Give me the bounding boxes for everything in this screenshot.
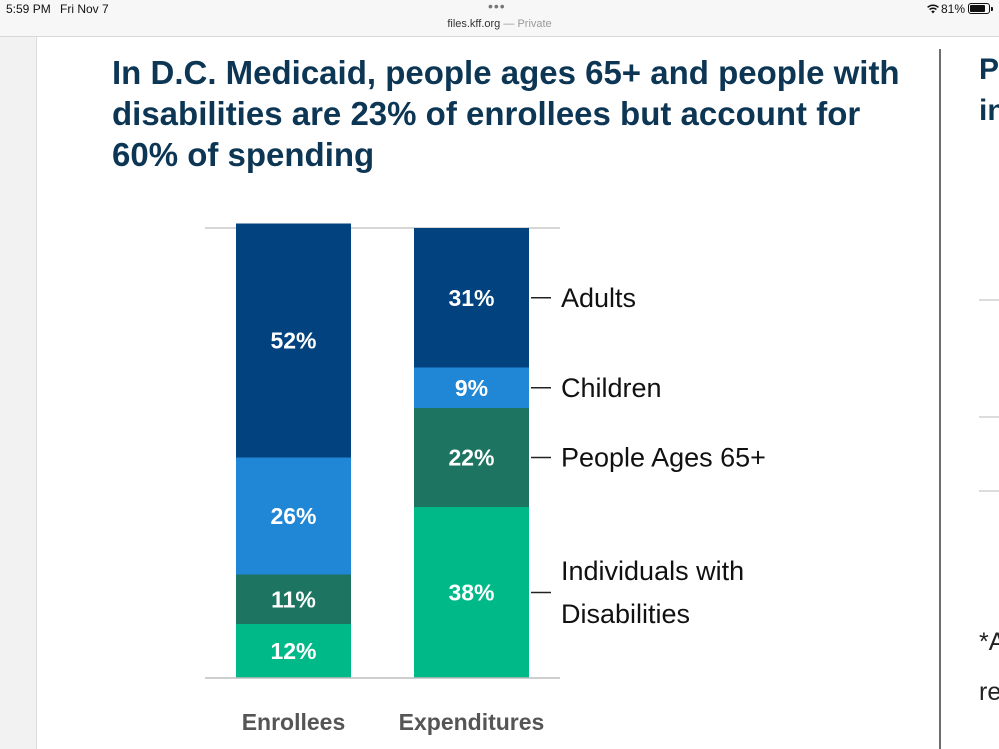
next-slide-rule bbox=[979, 299, 999, 301]
data-label: 11% bbox=[271, 586, 316, 612]
next-slide-peek bbox=[941, 37, 999, 749]
data-label: 12% bbox=[270, 638, 316, 664]
status-date: Fri Nov 7 bbox=[60, 2, 109, 16]
bar-segment-enrollees-adults bbox=[236, 223, 351, 458]
data-label: 9% bbox=[455, 375, 488, 401]
private-label: Private bbox=[517, 18, 552, 30]
ios-status-bar: 5:59 PM Fri Nov 7 ••• files.kff.org — Pr… bbox=[0, 0, 999, 37]
battery-fill bbox=[970, 5, 985, 12]
data-label: 52% bbox=[270, 328, 316, 354]
more-menu-icon[interactable]: ••• bbox=[488, 0, 506, 14]
data-label: 22% bbox=[448, 445, 494, 471]
bar-segment-expenditures-children bbox=[414, 367, 529, 408]
url-text: files.kff.org bbox=[447, 18, 501, 30]
legend-label: Disabilities bbox=[561, 599, 690, 629]
slide-title: In D.C. Medicaid, people ages 65+ and pe… bbox=[112, 54, 900, 173]
page-divider bbox=[939, 49, 941, 749]
address-bar[interactable]: files.kff.org — Private bbox=[0, 18, 999, 30]
status-time: 5:59 PM bbox=[6, 2, 51, 16]
bar-segment-expenditures-people-ages-65 bbox=[414, 408, 529, 507]
next-slide-rule bbox=[979, 490, 999, 492]
next-slide-title-line-1: P bbox=[979, 53, 999, 86]
data-label: 38% bbox=[448, 580, 494, 606]
wifi-icon bbox=[927, 4, 939, 14]
legend-label: Children bbox=[561, 373, 662, 403]
bar-segment-expenditures-individuals-with-disabilities bbox=[414, 507, 529, 678]
url-separator: — bbox=[503, 18, 515, 30]
bar-segment-enrollees-people-ages-65 bbox=[236, 574, 351, 624]
bar-segment-enrollees-individuals-with-disabilities bbox=[236, 624, 351, 678]
x-tick-label: Expenditures bbox=[399, 709, 545, 735]
data-label: 31% bbox=[448, 285, 494, 311]
legend-label: People Ages 65+ bbox=[561, 443, 766, 473]
x-tick-label: Enrollees bbox=[242, 709, 346, 735]
battery-icon bbox=[968, 3, 993, 14]
legend-label: Individuals with bbox=[561, 556, 744, 586]
next-slide-title-line-2: in bbox=[979, 94, 999, 127]
next-slide-footnote-line-1: *A bbox=[979, 628, 999, 656]
battery-percent: 81% bbox=[941, 2, 966, 16]
bar-segment-enrollees-children bbox=[236, 457, 351, 575]
data-label: 26% bbox=[270, 503, 316, 529]
next-slide-footnote-line-2: re bbox=[979, 678, 999, 706]
legend-label: Adults bbox=[561, 283, 636, 313]
next-slide-rule bbox=[979, 416, 999, 418]
bar-segment-expenditures-adults bbox=[414, 228, 529, 368]
